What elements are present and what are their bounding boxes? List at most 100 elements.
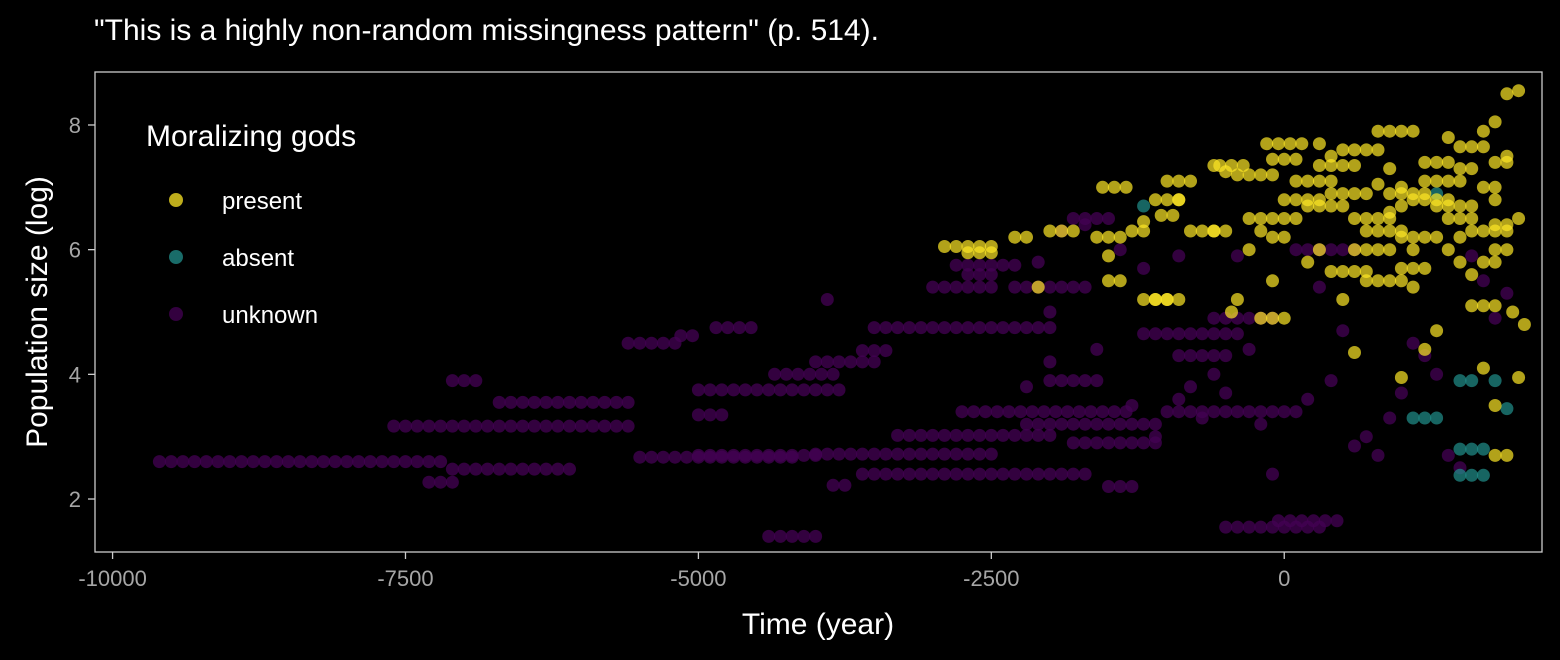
data-point-unknown [949,258,963,272]
data-point-unknown [1207,349,1221,363]
data-point-unknown [621,336,635,350]
data-point-present [1476,124,1490,138]
data-point-unknown [445,419,459,433]
data-point-unknown [492,395,506,409]
data-point-unknown [832,447,846,461]
data-point-present [1020,230,1033,244]
data-point-unknown [1125,399,1139,412]
data-point-present [1441,193,1455,207]
data-point-present [1096,180,1110,194]
data-point-present [1406,261,1420,275]
data-point-unknown [387,419,401,433]
data-point-unknown [328,455,342,469]
data-point-absent [1465,442,1479,456]
data-point-present [1160,293,1174,306]
data-point-present [1154,208,1168,222]
legend-items: present absent unknown [169,188,318,329]
data-point-unknown [1037,405,1051,419]
data-point-unknown [961,447,975,461]
data-point-present [1336,143,1350,157]
data-point-unknown [938,280,951,294]
data-point-unknown [1020,280,1033,294]
data-point-present [1418,155,1432,169]
data-point-unknown [750,383,764,397]
data-point-unknown [656,336,670,350]
data-point-unknown [1102,436,1115,450]
x-axis-title: Time (year) [742,608,894,641]
data-point-unknown [1148,417,1162,431]
legend-label: present [222,188,302,215]
data-point-present [1383,243,1397,257]
data-point-unknown [891,321,905,335]
data-point-present [1266,230,1279,244]
x-tick-label: -7500 [377,566,433,591]
data-point-present [1418,261,1432,275]
data-point-unknown [738,448,752,462]
data-point-unknown [1195,411,1209,425]
data-point-present [1324,159,1338,172]
data-point-absent [1488,374,1502,388]
data-point-unknown [973,321,987,335]
data-point-unknown [1500,286,1514,300]
data-point-unknown [1312,280,1326,294]
data-point-unknown [1207,311,1221,325]
data-point-unknown [235,455,248,469]
data-point-present [1359,212,1373,225]
points-layer [152,84,1531,543]
data-point-unknown [785,529,799,543]
data-point-present [1500,243,1514,257]
data-point-unknown [926,321,940,335]
data-point-unknown [1383,411,1397,425]
data-point-present [984,246,998,260]
data-point-unknown [1148,327,1162,341]
data-point-present [1148,193,1162,207]
data-point-present [1465,224,1479,238]
data-point-present [1371,212,1385,225]
data-point-present [1488,399,1502,412]
data-point-present [1137,215,1151,229]
data-point-present [1441,174,1455,188]
data-point-present [1453,212,1467,225]
data-point-unknown [609,395,623,409]
data-point-present [1160,174,1174,188]
data-point-present [1371,274,1385,288]
data-point-present [1137,224,1151,238]
data-point-unknown [527,462,541,476]
data-point-present [1465,299,1479,313]
data-point-present [1184,224,1197,238]
data-point-absent [1465,374,1479,388]
data-point-unknown [938,321,951,335]
data-point-present [1371,143,1385,157]
data-point-unknown [984,258,998,272]
data-point-unknown [1430,367,1444,381]
data-point-unknown [1107,405,1121,419]
data-point-present [1512,371,1526,384]
data-point-unknown [1336,324,1350,338]
data-point-unknown [434,475,448,489]
data-point-unknown [1289,243,1303,257]
data-point-present [1383,274,1397,288]
data-point-unknown [445,374,459,388]
data-point-unknown [984,321,998,335]
data-point-unknown [820,355,834,369]
data-point-present [1348,243,1361,257]
data-point-unknown [1184,327,1197,341]
data-point-unknown [1172,349,1186,363]
legend-marker [169,307,183,321]
data-point-unknown [891,467,905,481]
data-point-unknown [609,419,623,433]
data-point-unknown [961,428,975,442]
data-point-unknown [1043,417,1057,431]
data-point-unknown [1008,321,1022,335]
chart-title: "This is a highly non-random missingness… [94,14,879,47]
data-point-unknown [820,383,834,397]
data-point-unknown [1055,417,1069,431]
data-point-present [1506,305,1520,319]
data-point-present [1312,243,1326,257]
data-point-unknown [1219,520,1233,534]
legend-title: Moralizing gods [146,120,356,153]
data-point-unknown [457,419,471,433]
data-point-unknown [826,367,840,381]
data-point-unknown [1043,374,1057,388]
